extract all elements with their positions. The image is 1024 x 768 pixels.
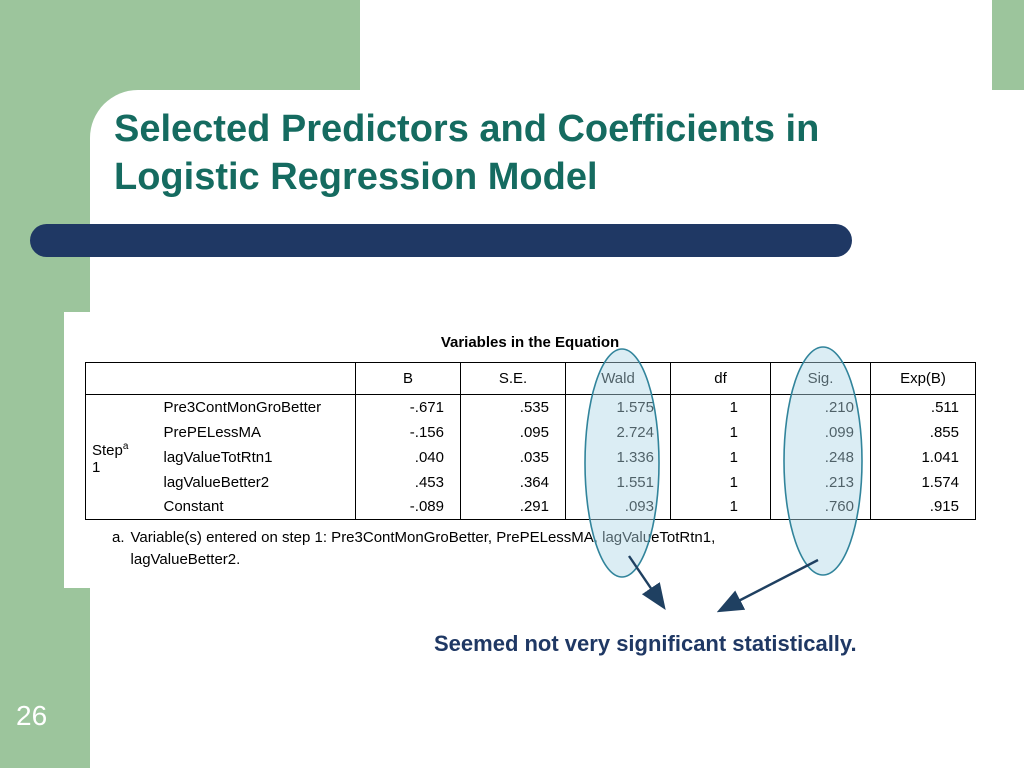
- value-cell: 2.724: [565, 419, 671, 445]
- footnote-text: Variable(s) entered on step 1: Pre3ContM…: [131, 527, 716, 571]
- value-cell: .453: [355, 469, 461, 495]
- value-cell: -.089: [355, 494, 461, 520]
- value-cell: .210: [770, 394, 871, 420]
- step-row-label: Stepa 1: [86, 395, 156, 520]
- variable-name-cell: Pre3ContMonGroBetter: [163, 398, 322, 416]
- value-cell: .035: [460, 444, 566, 470]
- table-row: Constant -.089 .291 .093 1 .760 .915: [86, 494, 976, 520]
- column-header-b: B: [355, 362, 461, 395]
- variables-in-equation-table: B S.E. Wald df Sig. Exp(B) Stepa 1 Pre3C…: [85, 362, 976, 520]
- value-cell: -.156: [355, 419, 461, 445]
- value-cell: 1: [670, 419, 771, 445]
- value-cell: .095: [460, 419, 566, 445]
- value-cell: 1: [670, 494, 771, 520]
- table-corner-cell: [85, 362, 356, 395]
- value-cell: 1.336: [565, 444, 671, 470]
- value-cell: .093: [565, 494, 671, 520]
- column-header-df: df: [670, 362, 771, 395]
- column-header-expb: Exp(B): [870, 362, 976, 395]
- value-cell: 1: [670, 394, 771, 420]
- step-footnote-marker: a: [122, 440, 129, 452]
- table-row: lagValueBetter2 .453 .364 1.551 1 .213 1…: [86, 469, 976, 495]
- title-divider-bar: [30, 224, 852, 257]
- value-cell: 1.551: [565, 469, 671, 495]
- table-header-row: B S.E. Wald df Sig. Exp(B): [85, 362, 976, 395]
- value-cell: .248: [770, 444, 871, 470]
- table-footnote: a. Variable(s) entered on step 1: Pre3Co…: [112, 527, 892, 571]
- value-cell: 1: [670, 444, 771, 470]
- value-cell: .213: [770, 469, 871, 495]
- slide-title: Selected Predictors and Coefficients in …: [114, 106, 994, 202]
- value-cell: .511: [870, 394, 976, 420]
- value-cell: .099: [770, 419, 871, 445]
- variable-name-cell: PrePELessMA: [163, 423, 262, 441]
- table-row: Stepa 1 Pre3ContMonGroBetter -.671 .535 …: [86, 394, 976, 476]
- column-header-sig: Sig.: [770, 362, 871, 395]
- variable-name-cell: lagValueBetter2: [163, 473, 270, 491]
- table-caption: Variables in the Equation: [440, 334, 620, 351]
- variable-name-cell: lagValueTotRtn1: [163, 448, 273, 466]
- footnote-line1: Variable(s) entered on step 1: Pre3ContM…: [130, 529, 716, 546]
- value-cell: .535: [460, 394, 566, 420]
- footnote-marker: a.: [112, 529, 125, 546]
- left-accent-tab: [64, 312, 92, 588]
- value-cell: -.671: [355, 394, 461, 420]
- value-cell: .915: [870, 494, 976, 520]
- value-cell: 1.574: [870, 469, 976, 495]
- value-cell: .855: [870, 419, 976, 445]
- value-cell: .760: [770, 494, 871, 520]
- slide-page-number: 26: [16, 700, 48, 731]
- table-row: PrePELessMA -.156 .095 2.724 1 .099 .855: [86, 419, 976, 445]
- value-cell: .040: [355, 444, 461, 470]
- slide-title-line2: Logistic Regression Model: [114, 155, 598, 198]
- value-cell: 1.575: [565, 394, 671, 420]
- background-top-panel: [360, 0, 992, 91]
- step-label: Step: [92, 441, 123, 459]
- column-header-wald: Wald: [565, 362, 671, 395]
- annotation-text: Seemed not very significant statisticall…: [434, 631, 857, 656]
- value-cell: 1: [670, 469, 771, 495]
- value-cell: 1.041: [870, 444, 976, 470]
- variable-name-cell: Constant: [163, 498, 224, 516]
- footnote-line2: lagValueBetter2.: [130, 550, 241, 568]
- step-number: 1: [92, 459, 101, 476]
- slide-title-line1: Selected Predictors and Coefficients in: [114, 108, 820, 150]
- value-cell: .364: [460, 469, 566, 495]
- column-header-se: S.E.: [460, 362, 566, 395]
- table-row: lagValueTotRtn1 .040 .035 1.336 1 .248 1…: [86, 444, 976, 470]
- value-cell: .291: [460, 494, 566, 520]
